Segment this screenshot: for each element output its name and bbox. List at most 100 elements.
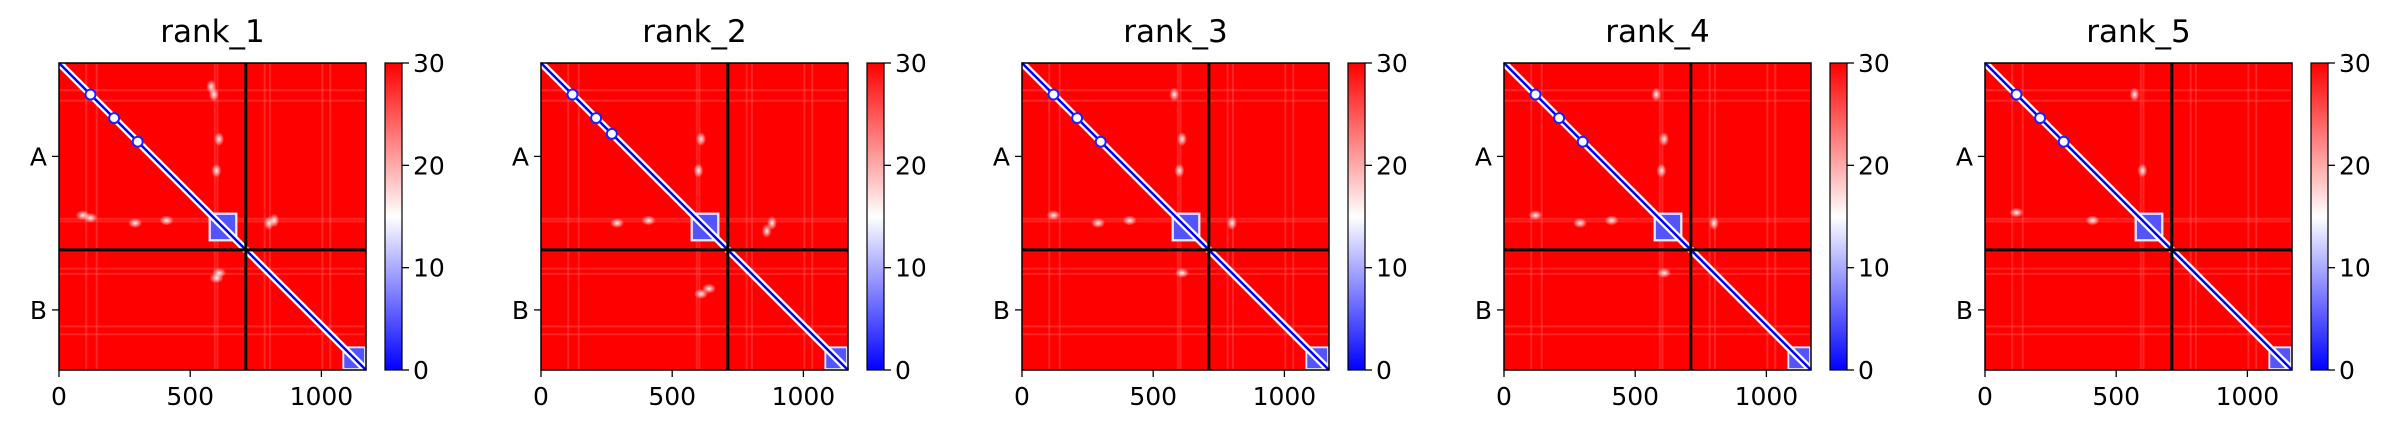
x-tick-label: 0 [1496, 382, 1512, 411]
panel-title: rank_3 [1123, 14, 1228, 50]
colorbar-tick-label: 0 [895, 356, 911, 385]
colorbar-tick-label: 0 [1376, 356, 1392, 385]
diagonal-spot [1529, 88, 1542, 101]
texture-band-v [1292, 63, 1295, 370]
texture-band-v [2247, 63, 2250, 370]
texture-band-v [745, 63, 748, 370]
texture-band-h [1022, 333, 1329, 336]
panel-title: rank_1 [160, 14, 265, 50]
y-tick-label: B [993, 296, 1010, 325]
contact-spot [1604, 215, 1619, 226]
colorbar-tick-label: 0 [413, 356, 429, 385]
contact-spot [269, 213, 280, 228]
colorbar-tick-label: 10 [1376, 254, 1408, 283]
texture-band-v [750, 63, 753, 370]
contact-spot [2009, 207, 2024, 218]
plot-frame [1984, 62, 2293, 371]
contact-spot [1659, 132, 1670, 147]
texture-band-v [321, 63, 324, 370]
diagonal-spot [1553, 112, 1566, 125]
texture-band-h [59, 333, 366, 336]
contact-spot [1174, 163, 1185, 178]
colorbar-tick-label: 20 [895, 151, 927, 180]
colorbar-tick-label: 20 [413, 151, 445, 180]
texture-band-h [541, 272, 848, 275]
contact-spot [1656, 163, 1667, 178]
texture-band-h [1985, 333, 2292, 336]
contact-spot [1175, 267, 1190, 278]
contact-spot [2085, 215, 2100, 226]
contact-spot [208, 87, 219, 102]
heatmap-panel-2: rank_2 0 500 1000 A B 0 10 20 30 [512, 14, 927, 411]
x-tick-label: 1000 [1735, 382, 1799, 411]
texture-band-h [1985, 99, 2292, 102]
texture-band-v [1226, 63, 1229, 370]
texture-band-h [1022, 325, 1329, 328]
texture-band-v [2194, 63, 2197, 370]
x-tick-label: 0 [1014, 382, 1030, 411]
colorbar [1829, 62, 1848, 371]
y-tick-label: A [1956, 142, 1973, 171]
colorbar-tick-label: 0 [1858, 356, 1874, 385]
contact-spot [1226, 216, 1237, 231]
colorbar [866, 62, 885, 371]
panel-title: rank_4 [1605, 14, 1710, 50]
texture-band-v [567, 63, 570, 370]
diagonal-spot [108, 112, 121, 125]
colorbar [384, 62, 403, 371]
texture-band-h [59, 267, 366, 270]
colorbar [1347, 62, 1366, 371]
texture-band-v [1284, 63, 1287, 370]
texture-band-v [2021, 63, 2024, 370]
texture-band-v [263, 63, 266, 370]
x-tick-label: 500 [2092, 382, 2140, 411]
colorbar-tick-label: 20 [1376, 151, 1408, 180]
colorbar-tick-label: 20 [2339, 151, 2371, 180]
diagonal-spot [605, 127, 618, 140]
texture-band-h [1504, 325, 1811, 328]
x-tick-label: 1000 [1253, 382, 1317, 411]
texture-band-h [1985, 325, 2292, 328]
texture-band-h [541, 267, 848, 270]
heatmap-panel-4: rank_4 0 500 1000 A B 0 10 20 30 [1475, 14, 1890, 411]
contact-spot [214, 132, 225, 147]
x-tick-label: 0 [51, 382, 67, 411]
plot-frame [540, 62, 849, 371]
plot-frame [1503, 62, 1812, 371]
x-tick-label: 1000 [772, 382, 836, 411]
colorbar-tick-label: 10 [413, 254, 445, 283]
contact-spot [641, 215, 656, 226]
panel-title: rank_5 [2086, 14, 2191, 50]
texture-band-h [1504, 267, 1811, 270]
contact-spot [2137, 163, 2148, 178]
colorbar-tick-label: 30 [2339, 49, 2371, 78]
texture-band-v [1708, 63, 1711, 370]
texture-band-v [577, 63, 580, 370]
texture-band-h [1504, 333, 1811, 336]
x-tick-label: 500 [166, 382, 214, 411]
y-tick-label: A [993, 142, 1010, 171]
y-tick-label: A [30, 142, 47, 171]
x-tick-label: 500 [648, 382, 696, 411]
y-tick-label: B [30, 296, 47, 325]
y-tick-label: A [1475, 142, 1492, 171]
diagonal-spot [2057, 135, 2070, 148]
contact-spot [1528, 210, 1543, 221]
diagonal-spot [1094, 135, 1107, 148]
contact-spot [693, 163, 704, 178]
colorbar-tick-label: 10 [1858, 254, 1890, 283]
contact-spot [694, 288, 709, 299]
colorbar [2310, 62, 2329, 371]
y-tick-label: A [512, 142, 529, 171]
texture-band-v [811, 63, 814, 370]
x-tick-label: 1000 [2216, 382, 2280, 411]
colorbar-tick-label: 30 [1376, 49, 1408, 78]
texture-band-h [541, 99, 848, 102]
x-tick-label: 500 [1611, 382, 1659, 411]
plot-frame [58, 62, 367, 371]
contact-spot [1169, 87, 1180, 102]
contact-spot [766, 216, 777, 231]
panel-title: rank_2 [642, 14, 747, 50]
colorbar-tick-label: 0 [2339, 356, 2355, 385]
diagonal-spot [2034, 112, 2047, 125]
